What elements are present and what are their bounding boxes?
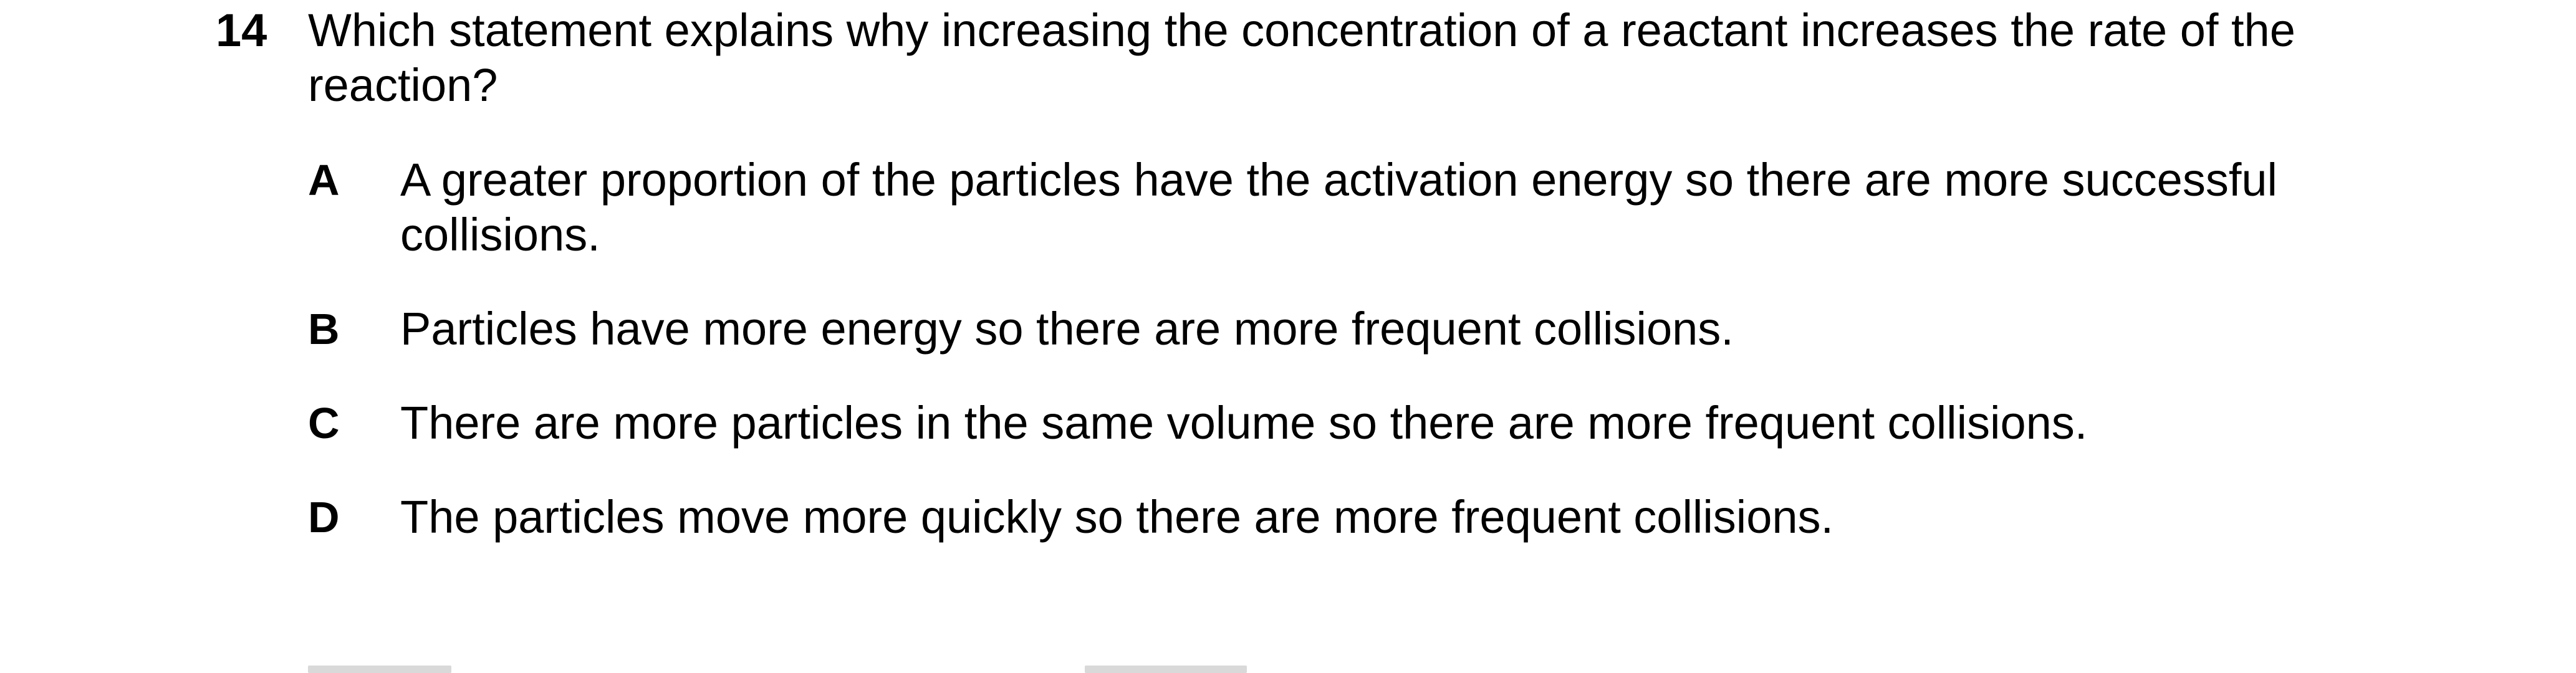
option-b[interactable]: B Particles have more energy so there ar… <box>308 302 2373 356</box>
option-c[interactable]: C There are more particles in the same v… <box>308 396 2373 451</box>
answer-options: A A greater proportion of the particles … <box>308 153 2373 545</box>
option-d[interactable]: D The particles move more quickly so the… <box>308 490 2373 545</box>
option-a-text: A greater proportion of the particles ha… <box>400 154 2277 260</box>
option-b-letter: B <box>308 305 340 353</box>
option-d-letter: D <box>308 493 340 542</box>
option-b-text: Particles have more energy so there are … <box>400 303 1734 355</box>
question-number: 14 <box>216 4 267 56</box>
question-stem: 14 Which statement explains why increasi… <box>216 0 2373 113</box>
cutoff-text-fragment <box>1085 666 1247 673</box>
question-text: Which statement explains why increasing … <box>308 4 2295 111</box>
question-14: 14 Which statement explains why increasi… <box>216 0 2373 584</box>
option-c-letter: C <box>308 399 340 447</box>
option-c-text: There are more particles in the same vol… <box>400 397 2088 449</box>
cutoff-text-fragment <box>308 666 451 673</box>
option-a[interactable]: A A greater proportion of the particles … <box>308 153 2373 262</box>
option-a-letter: A <box>308 156 340 204</box>
option-d-text: The particles move more quickly so there… <box>400 491 1834 543</box>
